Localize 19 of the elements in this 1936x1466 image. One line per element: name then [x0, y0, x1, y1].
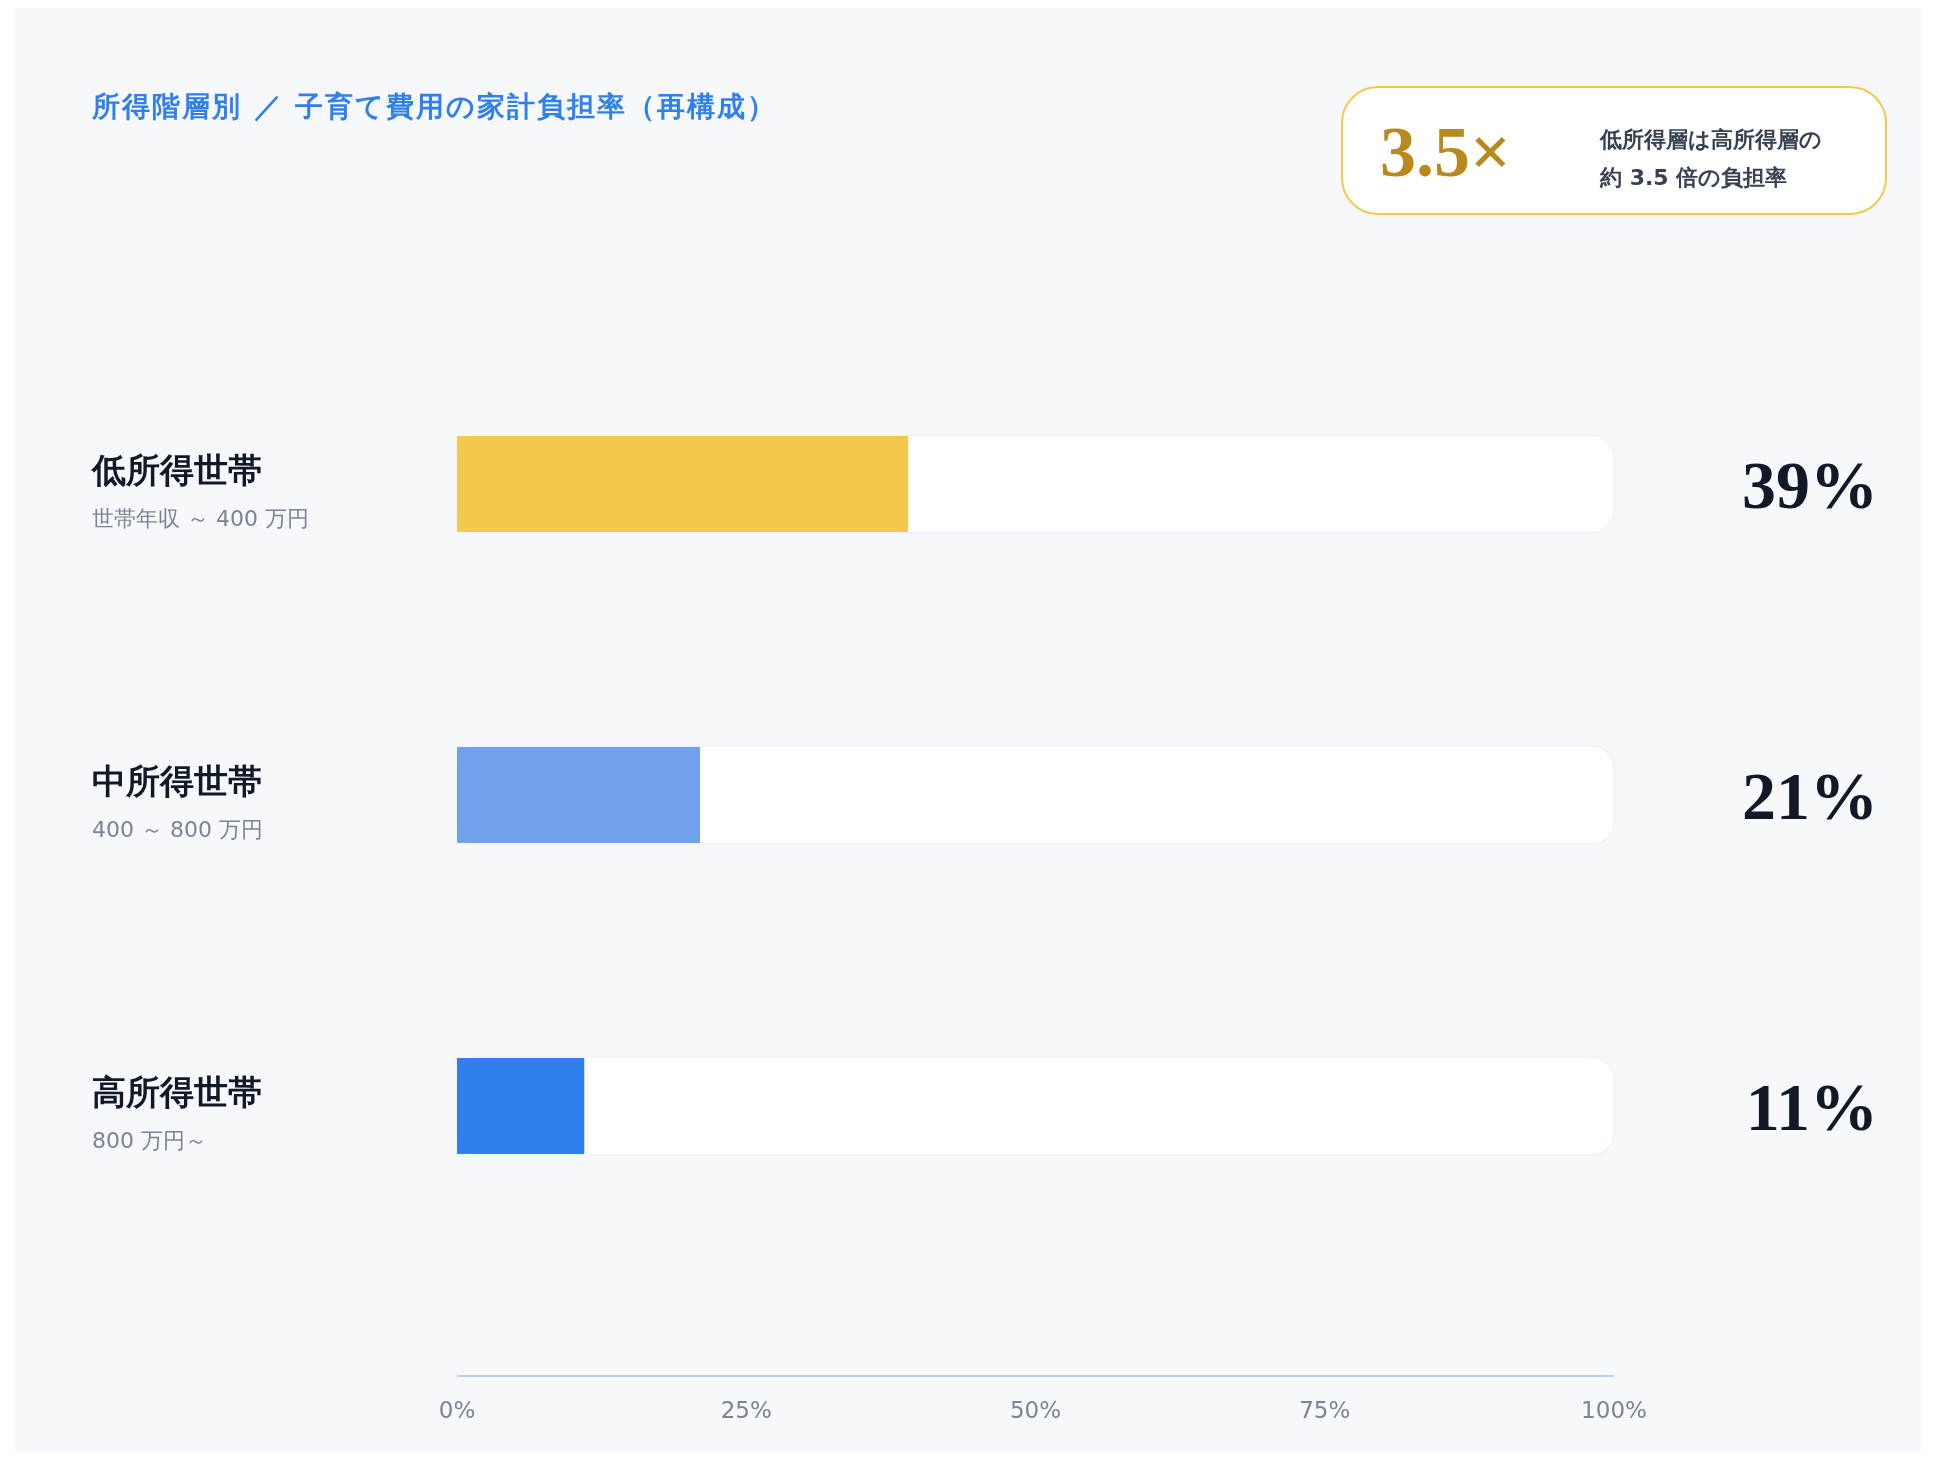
data-label: 39% [1742, 447, 1878, 523]
text: 3.5× [1380, 112, 1512, 192]
text: 低所得層は高所得層の約 3.5 倍の負担率 [1599, 127, 1822, 190]
bar [457, 747, 700, 843]
text: 世帯年収 ～ 400 万円 [92, 506, 309, 531]
x-tick-label: 0% [438, 1397, 476, 1423]
y-tick-label: 低所得世帯 [90, 450, 262, 490]
data-label: 21% [1742, 758, 1878, 834]
x-tick-label: 50% [1009, 1397, 1062, 1423]
text: 800 万円～ [92, 1128, 207, 1153]
x-tick-label: 100% [1581, 1397, 1647, 1423]
text: 400 ～ 800 万円 [92, 817, 263, 842]
y-tick-label: 中所得世帯 [92, 761, 262, 801]
y-tick-label: 高所得世帯 [92, 1072, 262, 1112]
x-tick-label: 25% [720, 1397, 772, 1423]
chart-title: 所得階層別 ／ 子育て費用の家計負担率（再構成） [91, 90, 778, 123]
x-tick-label: 75% [1299, 1397, 1351, 1423]
data-label: 11% [1745, 1069, 1878, 1145]
bar [457, 1058, 585, 1154]
